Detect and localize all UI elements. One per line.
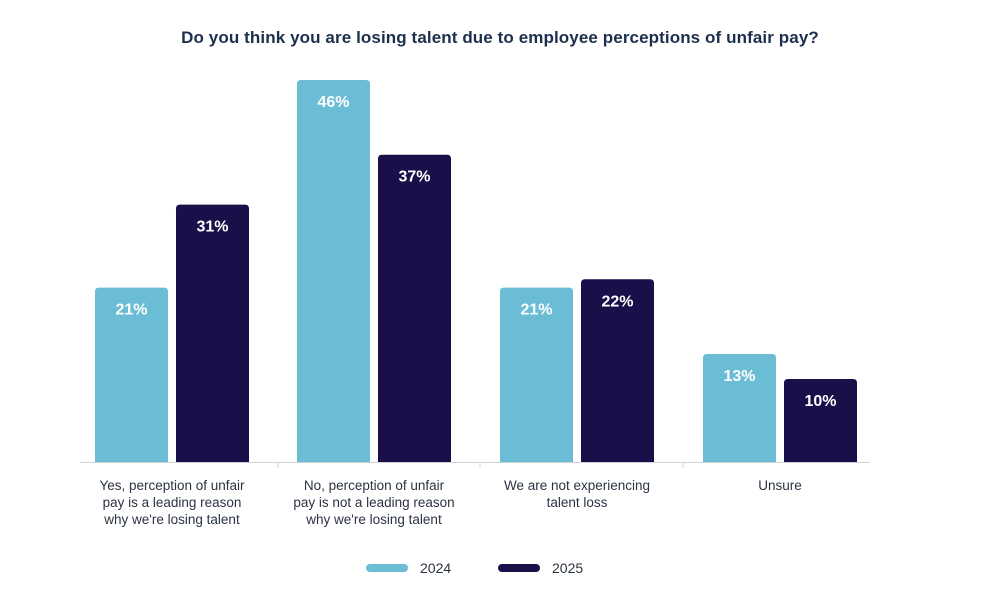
data-label-2024-0: 21% — [115, 302, 147, 319]
legend-label-2024: 2024 — [420, 560, 451, 576]
category-label-1: pay is not a leading reason — [293, 495, 454, 510]
bar-2024-0 — [95, 287, 168, 462]
data-label-2025-2: 22% — [601, 293, 633, 310]
bar-2025-1 — [378, 154, 451, 462]
legend-label-2025: 2025 — [552, 560, 583, 576]
category-label-2: talent loss — [547, 495, 608, 510]
category-label-1: No, perception of unfair — [304, 478, 445, 493]
chart-title: Do you think you are losing talent due t… — [181, 28, 819, 47]
category-label-0: Yes, perception of unfair — [99, 478, 245, 493]
legend-swatch-2024 — [366, 564, 408, 572]
legend-swatch-2025 — [498, 564, 540, 572]
bar-2025-0 — [176, 204, 249, 462]
bar-2024-2 — [500, 287, 573, 462]
data-label-2025-3: 10% — [804, 393, 836, 410]
data-label-2025-0: 31% — [196, 219, 228, 236]
category-label-0: pay is a leading reason — [103, 495, 242, 510]
category-label-0: why we're losing talent — [103, 512, 240, 527]
category-label-2: We are not experiencing — [504, 478, 650, 493]
data-label-2024-1: 46% — [317, 94, 349, 111]
data-label-2024-2: 21% — [520, 302, 552, 319]
bar-2024-3 — [703, 354, 776, 462]
data-label-2025-1: 37% — [398, 169, 430, 186]
category-label-1: why we're losing talent — [305, 512, 442, 527]
bar-2024-1 — [297, 80, 370, 462]
bar-2025-3 — [784, 378, 857, 462]
bar-2025-2 — [581, 279, 654, 462]
category-label-3: Unsure — [758, 478, 802, 493]
data-label-2024-3: 13% — [723, 368, 755, 385]
